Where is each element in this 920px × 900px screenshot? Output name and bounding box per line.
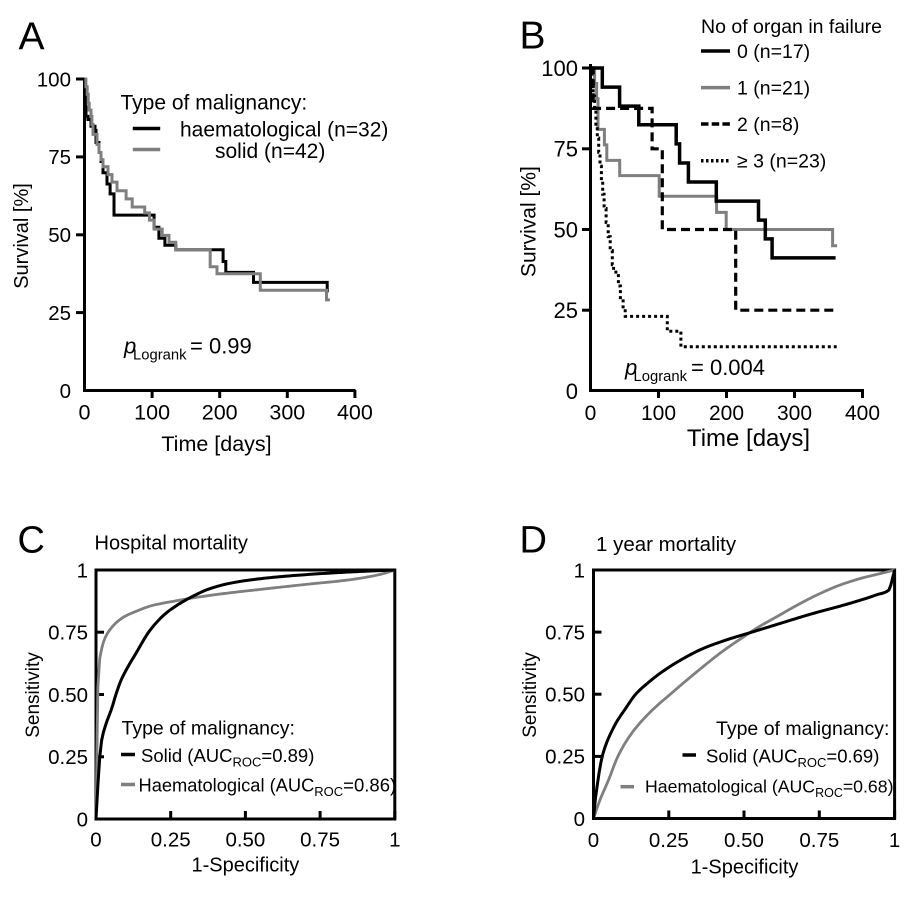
svg-text:50: 50 — [554, 217, 578, 242]
svg-text:2 (n=8): 2 (n=8) — [737, 114, 799, 136]
svg-text:1: 1 — [574, 559, 585, 582]
svg-text:Time [days]: Time [days] — [161, 432, 271, 456]
svg-text:25: 25 — [554, 298, 578, 323]
svg-text:200: 200 — [709, 402, 744, 425]
svg-text:Solid (AUCROC=0.89): Solid (AUCROC=0.89) — [141, 745, 314, 770]
svg-text:0 (n=17): 0 (n=17) — [737, 41, 810, 63]
svg-text:No of organ in failure: No of organ in failure — [701, 16, 882, 38]
svg-text:100: 100 — [134, 401, 170, 425]
svg-text:100: 100 — [641, 402, 676, 425]
svg-text:D: D — [520, 520, 547, 562]
svg-text:Survival [%]: Survival [%] — [518, 166, 541, 277]
svg-text:1-Specificity: 1-Specificity — [691, 857, 799, 879]
svg-text:400: 400 — [845, 402, 880, 425]
svg-text:Time [days]: Time [days] — [687, 425, 810, 452]
svg-text:0.50: 0.50 — [545, 684, 585, 707]
svg-text:Haematological (AUCROC=0.68): Haematological (AUCROC=0.68) — [645, 777, 894, 800]
svg-text:0.25: 0.25 — [48, 746, 88, 769]
svg-text:0.75: 0.75 — [799, 829, 839, 852]
svg-text:0.25: 0.25 — [649, 829, 689, 852]
svg-text:0.50: 0.50 — [724, 829, 764, 852]
svg-text:A: A — [19, 16, 45, 59]
svg-text:1-Specificity: 1-Specificity — [191, 855, 299, 877]
svg-text:Type of malignancy:: Type of malignancy: — [716, 718, 889, 740]
svg-text:B: B — [520, 15, 546, 58]
svg-text:Solid (AUCROC=0.69): Solid (AUCROC=0.69) — [706, 746, 879, 771]
svg-text:0: 0 — [77, 808, 88, 831]
svg-text:Type of malignancy:: Type of malignancy: — [121, 92, 308, 115]
svg-text:300: 300 — [269, 401, 305, 425]
svg-text:0.75: 0.75 — [48, 622, 88, 645]
svg-text:0.25: 0.25 — [545, 746, 585, 769]
svg-text:≥ 3 (n=23): ≥ 3 (n=23) — [737, 151, 826, 173]
svg-text:25: 25 — [48, 302, 71, 325]
svg-text:Hospital mortality: Hospital mortality — [95, 533, 248, 555]
svg-text:300: 300 — [777, 402, 812, 425]
svg-text:1: 1 — [889, 829, 900, 852]
svg-text:Logrank: Logrank — [634, 369, 688, 385]
svg-text:200: 200 — [202, 401, 238, 425]
svg-text:0.75: 0.75 — [300, 829, 340, 852]
svg-text:0.25: 0.25 — [151, 829, 191, 852]
svg-text:0: 0 — [585, 402, 597, 425]
svg-text:solid (n=42): solid (n=42) — [215, 140, 325, 163]
svg-text:Survival [%]: Survival [%] — [11, 183, 33, 289]
svg-text:1 (n=21): 1 (n=21) — [737, 78, 810, 100]
svg-text:Sensitivity: Sensitivity — [520, 652, 541, 738]
svg-text:0: 0 — [574, 808, 585, 831]
svg-text:= 0.004: = 0.004 — [691, 355, 765, 380]
svg-text:0.50: 0.50 — [225, 829, 265, 852]
svg-text:50: 50 — [48, 224, 71, 247]
svg-text:p: p — [123, 334, 136, 359]
svg-text:75: 75 — [554, 137, 578, 162]
svg-text:400: 400 — [337, 401, 373, 425]
svg-text:haematological (n=32): haematological (n=32) — [180, 119, 388, 142]
svg-text:75: 75 — [48, 146, 71, 169]
svg-text:= 0.99: = 0.99 — [190, 334, 252, 359]
svg-text:0.50: 0.50 — [48, 684, 88, 707]
svg-text:Logrank: Logrank — [133, 348, 187, 364]
svg-text:1: 1 — [389, 829, 400, 852]
svg-text:0: 0 — [60, 380, 71, 403]
svg-text:0: 0 — [90, 829, 101, 852]
svg-text:0.75: 0.75 — [545, 621, 585, 644]
svg-text:C: C — [18, 520, 45, 562]
svg-text:100: 100 — [541, 56, 578, 81]
svg-text:0: 0 — [588, 829, 599, 852]
svg-text:Type of malignancy:: Type of malignancy: — [122, 718, 295, 740]
svg-text:p: p — [624, 355, 637, 380]
svg-text:Haematological (AUCROC=0.86): Haematological (AUCROC=0.86) — [139, 775, 397, 800]
svg-text:0: 0 — [566, 379, 578, 404]
svg-text:100: 100 — [37, 68, 71, 91]
svg-text:1 year mortality: 1 year mortality — [596, 533, 737, 556]
svg-text:Sensitivity: Sensitivity — [23, 652, 44, 738]
svg-text:1: 1 — [77, 559, 88, 582]
svg-text:0: 0 — [79, 401, 91, 425]
